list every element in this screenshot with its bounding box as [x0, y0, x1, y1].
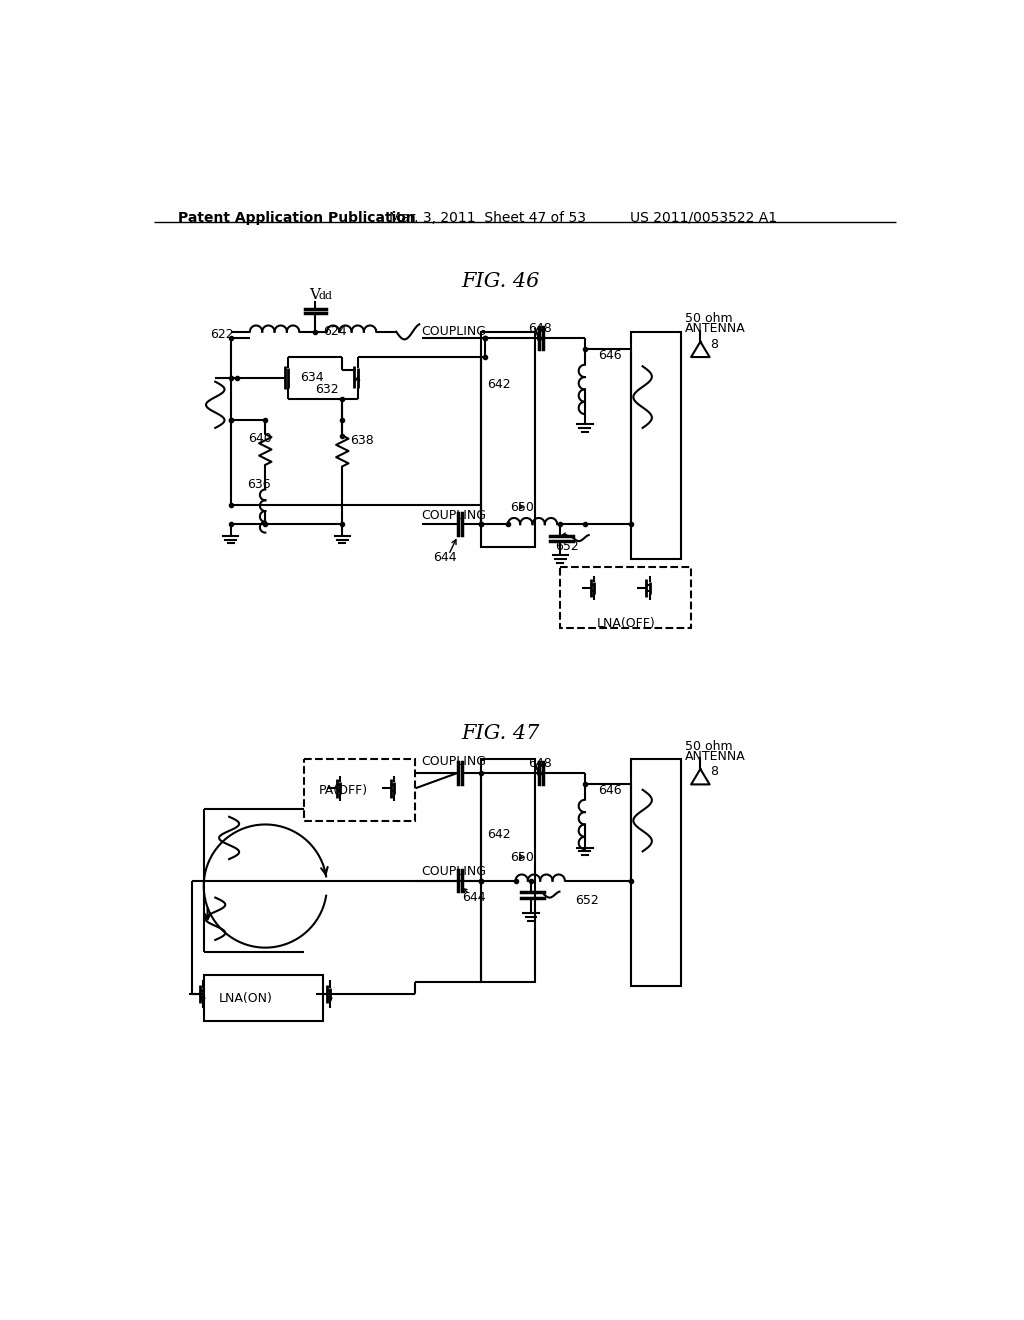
- Text: 622: 622: [210, 327, 233, 341]
- Text: 648: 648: [528, 758, 552, 771]
- Text: 648: 648: [528, 322, 552, 335]
- Text: 8: 8: [711, 766, 719, 779]
- Bar: [204, 974, 323, 1020]
- Text: COUPLING: COUPLING: [422, 866, 486, 878]
- Text: US 2011/0053522 A1: US 2011/0053522 A1: [630, 211, 776, 224]
- Text: Patent Application Publication: Patent Application Publication: [178, 211, 416, 224]
- Text: 638: 638: [350, 434, 374, 447]
- Text: COUPLING: COUPLING: [422, 326, 486, 338]
- Bar: [631, 759, 681, 986]
- Text: 634: 634: [300, 371, 324, 384]
- Text: 8: 8: [711, 338, 719, 351]
- Text: ANTENNA: ANTENNA: [685, 750, 745, 763]
- Text: 636: 636: [248, 478, 271, 491]
- Text: 624: 624: [323, 325, 347, 338]
- Text: COUPLING: COUPLING: [422, 508, 486, 521]
- Text: 642: 642: [487, 378, 511, 391]
- Text: 632: 632: [315, 383, 339, 396]
- Text: 646: 646: [598, 784, 622, 797]
- Text: 646: 646: [598, 350, 622, 363]
- Text: 50 ohm: 50 ohm: [685, 739, 732, 752]
- Text: 640: 640: [249, 432, 272, 445]
- Text: 50 ohm: 50 ohm: [685, 313, 732, 326]
- Text: 650: 650: [510, 502, 535, 513]
- Bar: [481, 759, 535, 982]
- Text: 642: 642: [487, 829, 511, 841]
- Bar: [481, 331, 535, 548]
- Text: LNA(ON): LNA(ON): [219, 993, 273, 1006]
- Text: 644: 644: [433, 552, 457, 564]
- Text: Mar. 3, 2011  Sheet 47 of 53: Mar. 3, 2011 Sheet 47 of 53: [388, 211, 586, 224]
- Text: dd: dd: [318, 290, 333, 301]
- Text: 644: 644: [462, 891, 485, 904]
- Text: FIG. 47: FIG. 47: [462, 725, 540, 743]
- Bar: [560, 566, 691, 628]
- Text: 652: 652: [555, 540, 579, 553]
- Text: V: V: [309, 288, 321, 302]
- Text: ANTENNA: ANTENNA: [685, 322, 745, 335]
- Text: FIG. 46: FIG. 46: [462, 272, 540, 292]
- Text: COUPLING: COUPLING: [422, 755, 486, 768]
- Bar: [631, 331, 681, 558]
- Bar: [304, 759, 416, 821]
- Text: PA(OFF): PA(OFF): [319, 784, 369, 797]
- Text: LNA(OFF): LNA(OFF): [596, 616, 655, 630]
- Text: 652: 652: [574, 894, 599, 907]
- Text: 650: 650: [510, 851, 535, 865]
